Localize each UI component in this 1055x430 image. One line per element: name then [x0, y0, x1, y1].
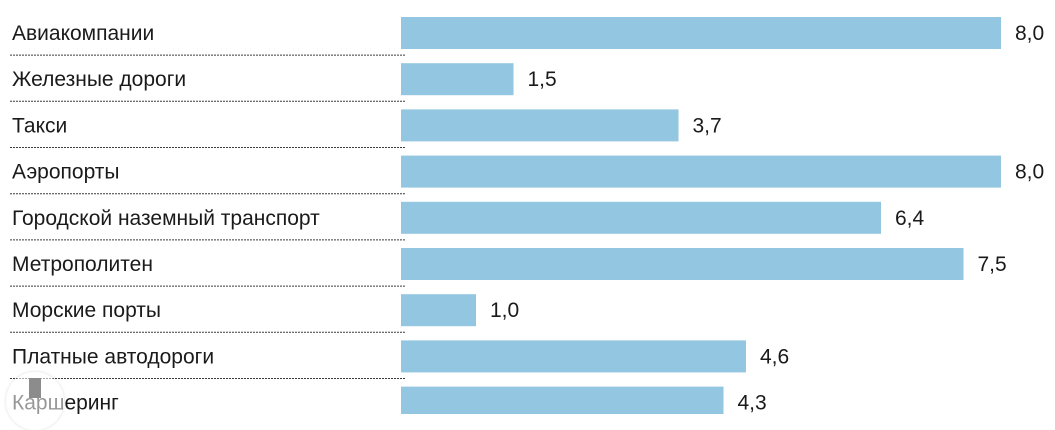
bar	[401, 294, 476, 327]
value-label: 8,0	[1015, 22, 1044, 45]
overlay-square-icon	[29, 378, 41, 398]
value-label: 4,6	[760, 345, 789, 368]
bar	[401, 340, 746, 373]
bar	[401, 17, 1001, 49]
value-label: 3,7	[693, 114, 722, 137]
category-label: Железные дороги	[12, 68, 186, 91]
bar	[401, 386, 724, 414]
bar	[401, 248, 964, 280]
category-label: Метрополитен	[12, 253, 153, 276]
category-label: Платные автодороги	[12, 345, 214, 368]
category-label: Морские порты	[12, 299, 161, 322]
horizontal-bar-chart: Авиакомпании 8,0 Железные дороги 1,5 Такси 3,…	[10, 17, 1044, 414]
value-label: 1,5	[528, 68, 557, 91]
value-label: 1,0	[490, 299, 519, 322]
value-label: 6,4	[895, 207, 925, 230]
bar	[401, 63, 514, 96]
bar	[401, 109, 679, 142]
category-label: Такси	[12, 114, 67, 137]
bar	[401, 155, 1001, 188]
bar	[401, 201, 881, 234]
category-label: Авиакомпании	[12, 22, 154, 45]
value-label: 8,0	[1015, 161, 1044, 184]
value-label: 4,3	[738, 392, 767, 414]
value-label: 7,5	[978, 253, 1007, 276]
category-label: Городской наземный транспорт	[12, 207, 320, 230]
category-label: Аэропорты	[12, 161, 120, 184]
chart-rows: Авиакомпании 8,0 Железные дороги 1,5 Такси 3,…	[10, 17, 1044, 414]
